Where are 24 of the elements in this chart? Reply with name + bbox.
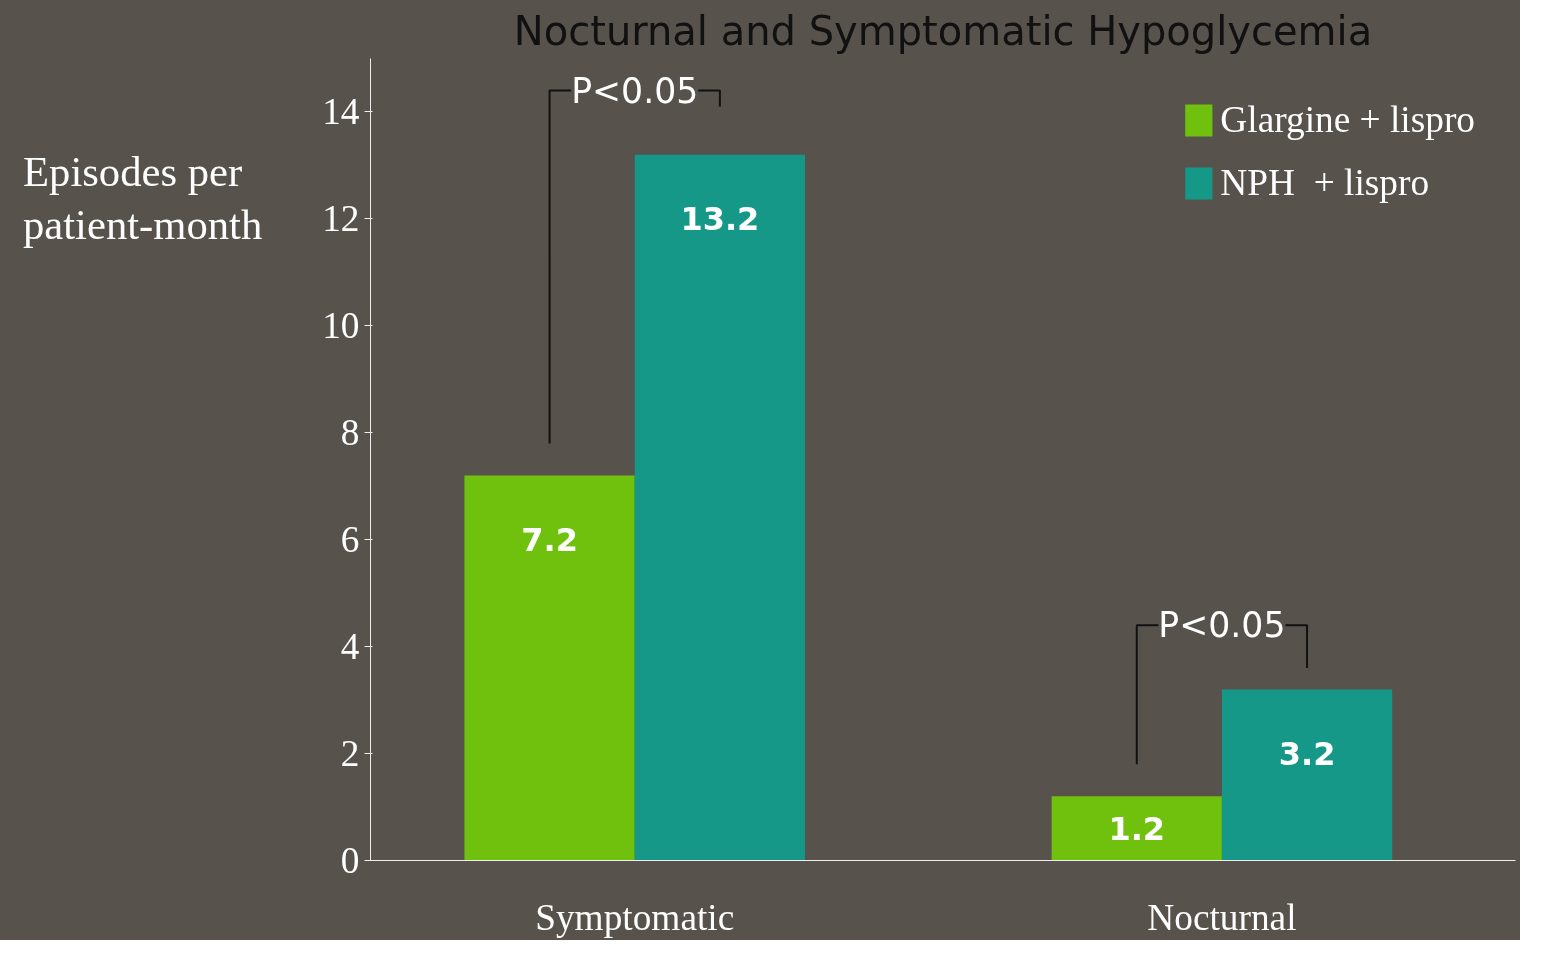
- data-label: 7.2: [521, 521, 578, 560]
- x-tick-label: Nocturnal: [1147, 896, 1297, 938]
- bar: [464, 475, 635, 861]
- chart-title: Nocturnal and Symptomatic Hypoglycemia: [513, 7, 1373, 54]
- bar: [1051, 796, 1222, 861]
- legend-label: NPH + lispro: [1220, 161, 1430, 204]
- y-tick-label: 8: [340, 412, 360, 454]
- y-tick-label: 14: [322, 91, 360, 133]
- annotation: P<0.05: [571, 70, 699, 111]
- y-tick-label: 0: [340, 840, 360, 881]
- y-tick-label: 4: [340, 626, 360, 668]
- y-tick-label: 2: [340, 733, 360, 775]
- annotation: P<0.05: [1158, 605, 1286, 646]
- y-tick-label: 6: [340, 519, 360, 561]
- y-axis-title: Episodes per patient-month: [23, 147, 264, 251]
- data-label: 1.2: [1108, 809, 1166, 848]
- data-label: 13.2: [680, 200, 760, 239]
- bar: [634, 154, 806, 861]
- y-tick-label: 12: [322, 198, 360, 240]
- y-tick-label: 10: [322, 305, 360, 347]
- legend-label: Glargine + lispro: [1220, 98, 1475, 141]
- data-label: 3.2: [1278, 735, 1336, 774]
- bar: [1221, 689, 1393, 861]
- x-tick-label: Symptomatic: [535, 896, 735, 938]
